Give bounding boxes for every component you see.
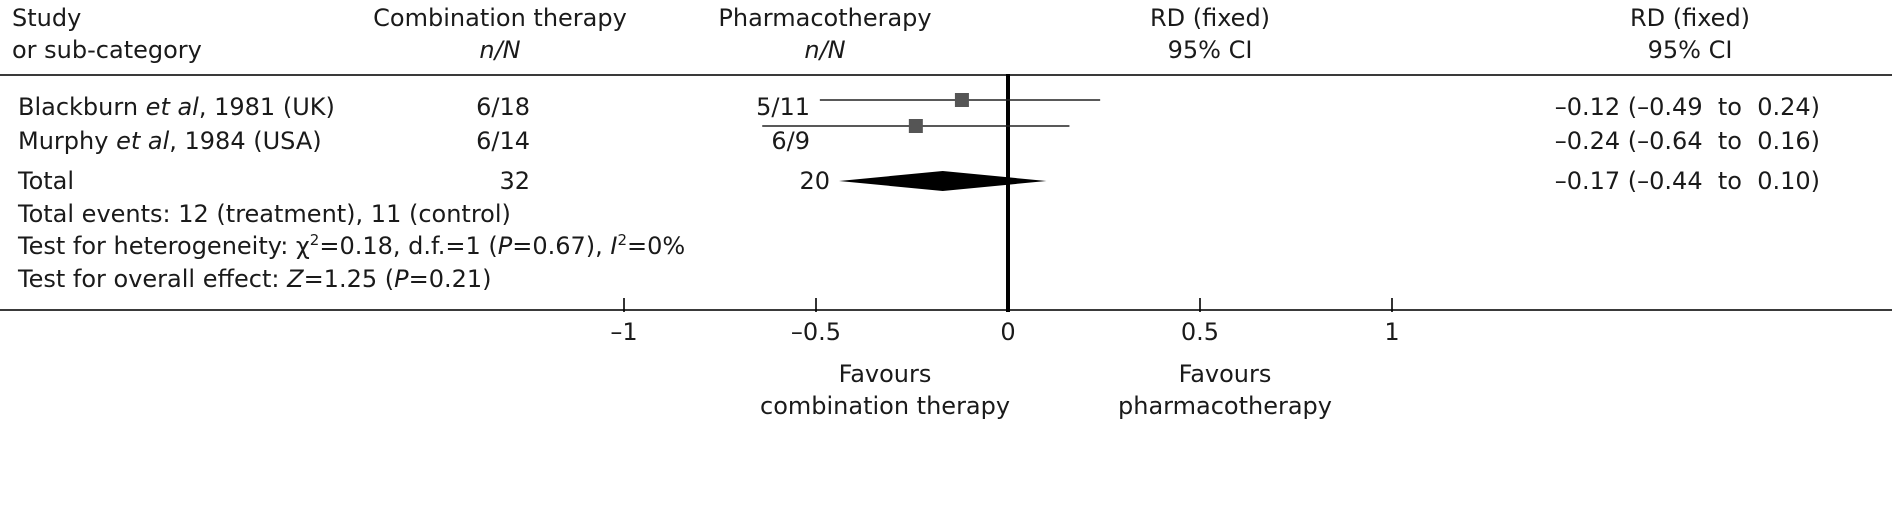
- ci-text-murphy: –0.24 (–0.64 to 0.16): [1554, 127, 1820, 155]
- effect-square-study-2: [908, 119, 923, 133]
- ci-text-total: –0.17 (–0.44 to 0.10): [1554, 167, 1820, 195]
- header-study: Study: [12, 4, 82, 32]
- header-effect-plot: RD (fixed): [1149, 4, 1271, 32]
- tick-label-4: 1: [1384, 318, 1399, 346]
- favours-pharmacotherapy-line1: Favours: [1178, 360, 1272, 388]
- top-rule: [0, 74, 1892, 76]
- tick-label-3: 0.5: [1181, 318, 1219, 346]
- header-treatment-unit: n/N: [479, 36, 521, 64]
- header-control: Pharmacotherapy: [718, 4, 932, 32]
- favours-pharmacotherapy-line2: pharmacotherapy: [1118, 392, 1332, 420]
- ci-text-blackburn: –0.12 (–0.49 to 0.24): [1554, 93, 1820, 121]
- tick-label-2: 0: [1000, 318, 1015, 346]
- control-total: 20: [799, 167, 830, 195]
- control-count-blackburn: 5/11: [756, 93, 810, 121]
- tick-label-0: –1: [610, 318, 637, 346]
- effect-square-study-1: [954, 93, 969, 107]
- header-ci-text: 95% CI: [1647, 36, 1733, 64]
- header-subcategory: or sub-category: [12, 36, 202, 64]
- header-control-unit: n/N: [804, 36, 846, 64]
- control-count-murphy: 6/9: [771, 127, 810, 155]
- treatment-count-murphy: 6/14: [476, 127, 530, 155]
- total-events: Total events: 12 (treatment), 11 (contro…: [18, 200, 511, 228]
- treatment-total: 32: [499, 167, 530, 195]
- pooled-diamond: [839, 171, 1047, 191]
- study-name-murphy: Murphy et al, 1984 (USA): [18, 127, 322, 155]
- header-ci-plot: 95% CI: [1167, 36, 1253, 64]
- heterogeneity-test: Test for heterogeneity: χ2=0.18, d.f.=1 …: [18, 231, 686, 260]
- study-name-blackburn: Blackburn et al, 1981 (UK): [18, 93, 335, 121]
- overall-effect-test: Test for overall effect: Z=1.25 (P=0.21): [18, 265, 492, 293]
- treatment-count-blackburn: 6/18: [476, 93, 530, 121]
- header-treatment: Combination therapy: [373, 4, 627, 32]
- total-label: Total: [18, 167, 75, 195]
- bottom-rule: [0, 309, 1892, 311]
- tick-label-1: –0.5: [791, 318, 841, 346]
- header-effect-text: RD (fixed): [1629, 4, 1751, 32]
- favours-combination-line2: combination therapy: [760, 392, 1011, 420]
- favours-combination-line1: Favours: [838, 360, 932, 388]
